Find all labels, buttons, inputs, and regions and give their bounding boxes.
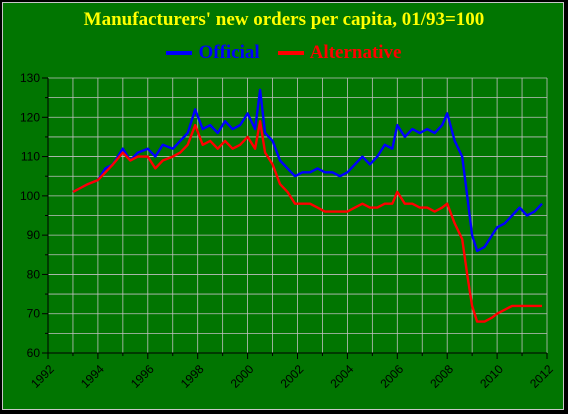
y-tick-label: 100 <box>20 189 40 203</box>
x-tick-label: 2010 <box>477 362 506 391</box>
x-tick-label: 2008 <box>427 362 456 391</box>
y-tick-label: 70 <box>27 307 41 321</box>
x-tick-label: 2012 <box>527 362 556 391</box>
legend-swatch-official <box>166 51 193 55</box>
x-tick-label: 2004 <box>328 362 357 391</box>
series-line-official <box>72 88 543 253</box>
chart-legend: Official Alternative <box>0 42 568 64</box>
x-tick-label: 1992 <box>28 362 57 391</box>
x-tick-label: 1994 <box>78 362 107 391</box>
series-line-alternative <box>72 119 542 323</box>
y-tick-label: 90 <box>27 228 41 242</box>
legend-entry-alternative: Alternative <box>277 42 402 64</box>
y-tick-label: 130 <box>20 71 40 85</box>
y-tick-label: 120 <box>20 110 40 124</box>
x-tick-label: 1996 <box>128 362 157 391</box>
legend-swatch-alternative <box>277 51 304 55</box>
y-tick-label: 80 <box>27 267 41 281</box>
y-tick-label: 110 <box>21 150 40 164</box>
x-tick-label: 2000 <box>228 362 257 391</box>
legend-entry-official: Official <box>166 42 260 64</box>
y-tick-label: 60 <box>27 346 41 360</box>
x-tick-label: 2002 <box>278 362 307 391</box>
x-tick-label: 2006 <box>377 362 406 391</box>
legend-label-alternative: Alternative <box>309 42 402 63</box>
chart-title: Manufacturers' new orders per capita, 01… <box>83 9 485 30</box>
legend-label-official: Official <box>198 42 260 63</box>
x-tick-label: 1998 <box>178 362 207 391</box>
